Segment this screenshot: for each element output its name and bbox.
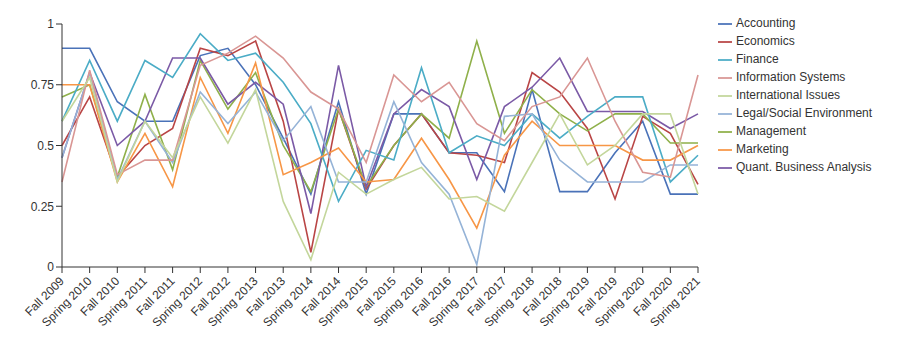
html-text:International Issues: International Issues	[736, 88, 841, 102]
svg-text:Spring 2012: Spring 2012	[149, 274, 206, 330]
svg-text:Fall 2020: Fall 2020	[630, 274, 676, 319]
html-text:Marketing: Marketing	[736, 142, 789, 156]
svg-text:Fall 2014: Fall 2014	[298, 274, 344, 319]
html-text:Accounting: Accounting	[736, 16, 796, 30]
svg-text:0.25: 0.25	[31, 200, 55, 214]
html-text:Quant. Business Analysis: Quant. Business Analysis	[736, 160, 872, 174]
html-text:Economics: Economics	[736, 34, 795, 48]
svg-text:Spring 2013: Spring 2013	[204, 274, 261, 330]
svg-text:Spring 2018: Spring 2018	[481, 274, 537, 330]
svg-text:Spring 2017: Spring 2017	[426, 274, 482, 330]
html-text:Management: Management	[736, 124, 806, 138]
svg-text:Fall 2010: Fall 2010	[77, 274, 123, 319]
html-text:Finance: Finance	[736, 52, 779, 66]
svg-text:0: 0	[47, 260, 54, 274]
svg-text:Spring 2010: Spring 2010	[38, 274, 95, 330]
svg-text:Fall 2019: Fall 2019	[575, 274, 620, 319]
svg-text:0.5: 0.5	[37, 139, 54, 153]
svg-text:Fall 2013: Fall 2013	[243, 274, 289, 319]
svg-text:0.75: 0.75	[31, 78, 55, 92]
svg-text:Fall 2011: Fall 2011	[133, 274, 178, 319]
svg-text:Fall 2017: Fall 2017	[464, 274, 510, 319]
svg-text:Fall 2009: Fall 2009	[22, 274, 67, 319]
html-text:Legal/Social Environment: Legal/Social Environment	[736, 106, 873, 120]
svg-text:Fall 2012: Fall 2012	[188, 274, 233, 319]
svg-text:Fall 2018: Fall 2018	[519, 274, 565, 319]
svg-text:Spring 2020: Spring 2020	[592, 274, 648, 330]
html-text:Information Systems: Information Systems	[736, 70, 846, 84]
svg-text:1: 1	[47, 17, 54, 31]
svg-text:Spring 2015: Spring 2015	[315, 274, 372, 330]
svg-text:Spring 2011: Spring 2011	[94, 274, 150, 330]
svg-text:Spring 2019: Spring 2019	[536, 274, 593, 330]
svg-text:Fall 2015: Fall 2015	[354, 274, 399, 319]
svg-text:Spring 2014: Spring 2014	[260, 274, 316, 330]
svg-text:Fall 2016: Fall 2016	[409, 274, 455, 319]
svg-text:Spring 2016: Spring 2016	[370, 274, 427, 330]
svg-text:Spring 2021: Spring 2021	[647, 274, 703, 330]
